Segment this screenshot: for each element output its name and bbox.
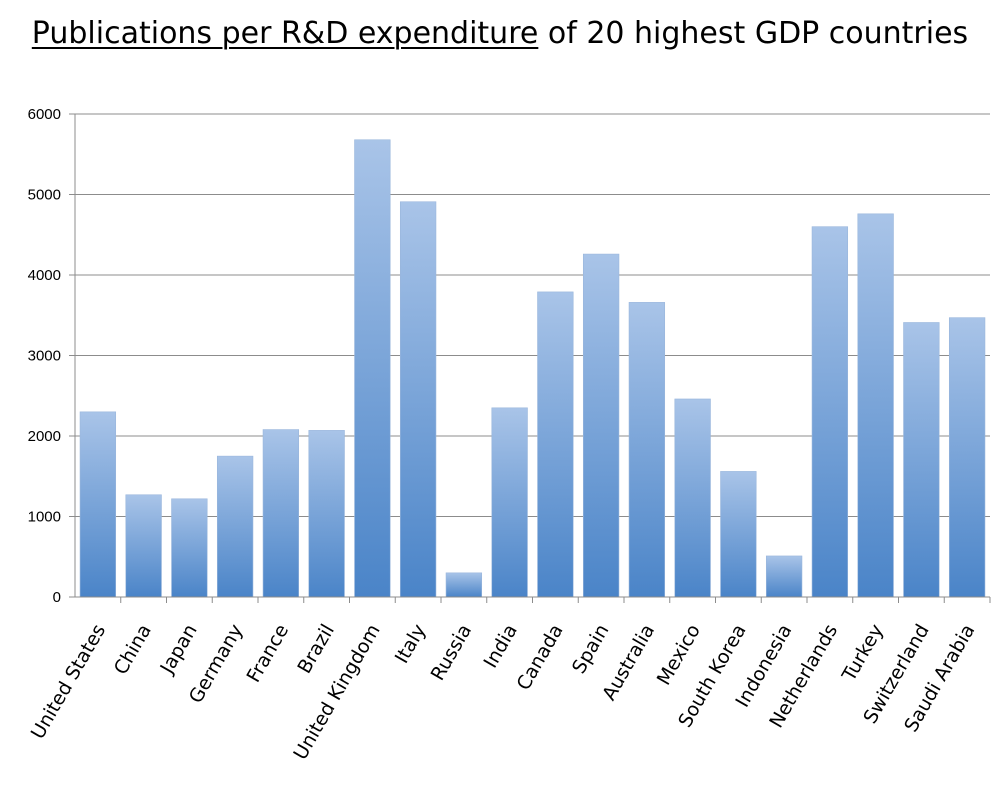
gridlines <box>75 113 990 517</box>
y-tick-label: 5000 <box>28 187 61 204</box>
bar-china <box>125 494 162 598</box>
bar-united-kingdom <box>354 139 391 598</box>
bar-france <box>262 429 300 598</box>
y-tick-label: 0 <box>53 589 61 606</box>
bar-india <box>491 407 528 598</box>
x-tick-label: Japan <box>156 621 202 679</box>
bar-russia <box>445 572 483 598</box>
y-tick-label: 1000 <box>28 509 61 526</box>
bar-canada <box>537 291 574 598</box>
bars <box>79 139 986 598</box>
y-tick-label: 4000 <box>28 267 61 284</box>
axes <box>69 113 991 603</box>
bar-saudi-arabia <box>948 317 986 598</box>
x-tick-label: Brazil <box>293 621 339 678</box>
bar-italy <box>399 201 437 598</box>
x-tick-label: United Kingdom <box>289 621 384 764</box>
bar-turkey <box>857 213 894 598</box>
bar-south-korea <box>720 471 757 598</box>
bar-brazil <box>308 430 345 598</box>
chart-title-underlined: Publications per R&D expenditure <box>31 16 539 51</box>
x-tick-label: India <box>480 621 522 672</box>
bar-japan <box>171 498 208 598</box>
bar-australia <box>628 302 666 598</box>
bar-united-states <box>79 411 117 598</box>
x-tick-label: Turkey <box>837 621 887 686</box>
y-tick-label: 2000 <box>28 428 61 445</box>
x-tick-label: Italy <box>391 621 431 668</box>
x-tick-label: United States <box>27 621 110 743</box>
chart-title: Publications per R&D expenditure of 20 h… <box>0 16 1000 66</box>
bar-indonesia <box>765 555 803 598</box>
bar-germany <box>216 455 254 598</box>
bar-netherlands <box>811 226 849 598</box>
bar-spain <box>582 253 620 598</box>
y-tick-label: 3000 <box>28 348 61 365</box>
bar-switzerland <box>903 322 940 598</box>
x-tick-label: France <box>243 621 294 687</box>
x-tick-label: China <box>110 621 156 679</box>
chart-title-rest: of 20 highest GDP countries <box>538 16 969 51</box>
bar-mexico <box>674 398 711 598</box>
x-tick-label: Spain <box>568 621 614 678</box>
y-tick-label: 6000 <box>28 106 61 123</box>
x-tick-label: Russia <box>427 621 477 685</box>
